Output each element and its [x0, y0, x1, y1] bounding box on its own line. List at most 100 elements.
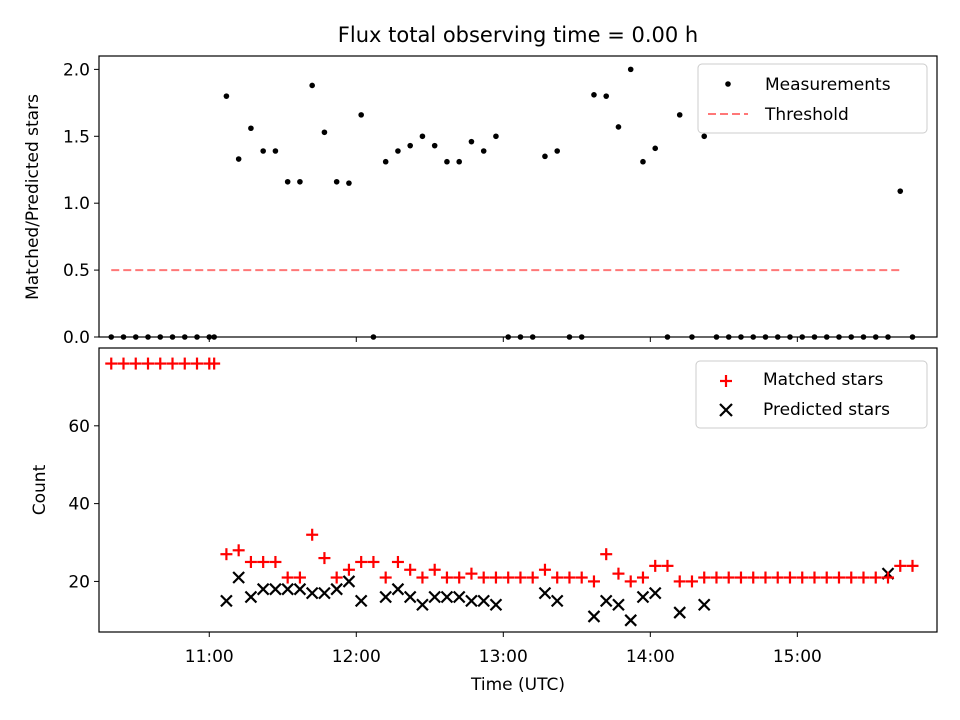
top-y-tick-label: 2.0 [63, 60, 90, 80]
bottom-y-axis-label: Count [30, 464, 50, 515]
measurement-point [145, 334, 151, 340]
predicted-star-point [220, 594, 233, 608]
matched-star-point [881, 571, 894, 584]
measurement-point [811, 334, 818, 340]
top-y-tick-label: 1.0 [63, 194, 90, 214]
matched-star-point [514, 571, 527, 584]
legend-measurements-marker [725, 81, 731, 87]
legend-threshold-label: Threshold [764, 105, 849, 125]
measurement-point [431, 142, 438, 149]
bottom-legend: Matched stars Predicted stars [695, 360, 928, 429]
measurement-point [652, 145, 659, 152]
predicted-star-point [293, 582, 307, 596]
matched-star-point [489, 571, 502, 584]
measurement-point [284, 178, 291, 185]
predicted-star-point [428, 590, 441, 604]
measurement-point [480, 148, 487, 154]
matched-star-point [318, 552, 331, 565]
predicted-star-point [648, 586, 662, 600]
measurement-point [872, 334, 879, 340]
matched-star-point [105, 357, 118, 370]
matched-star-point [129, 357, 142, 370]
predicted-star-point [489, 598, 503, 612]
matched-star-point [551, 571, 564, 584]
matched-star-point [894, 559, 907, 572]
matched-star-point [722, 571, 735, 584]
predicted-star-point [244, 590, 258, 604]
predicted-star-point [599, 594, 613, 608]
matched-star-point [796, 571, 809, 584]
predicted-star-point [416, 598, 429, 612]
bottom-legend-box [695, 360, 928, 429]
legend-measurements-label: Measurements [765, 75, 891, 95]
matched-star-point [698, 571, 711, 584]
measurement-point [823, 334, 830, 340]
measurement-point [750, 334, 757, 340]
measurement-point [909, 334, 916, 340]
measurement-point [248, 125, 254, 132]
predicted-star-point [550, 594, 564, 608]
top-panel: 0.00.51.01.52.0 Matched/Predicted stars … [23, 55, 938, 348]
predicted-star-point [330, 582, 343, 596]
measurement-point [542, 153, 548, 160]
predicted-star-point [440, 590, 454, 604]
bottom-axes-frame [98, 347, 938, 633]
matched-star-point [771, 571, 784, 584]
measurement-point [333, 178, 340, 185]
bottom-y-tick-label: 40 [68, 495, 90, 515]
predicted-star-point [624, 614, 637, 627]
measurement-point [640, 158, 646, 165]
matched-star-point [649, 559, 662, 572]
matched-star-point [306, 528, 319, 541]
predicted-star-point [465, 594, 478, 608]
measurement-point [132, 334, 139, 340]
measurement-point [309, 82, 315, 89]
matched-star-point [526, 571, 539, 584]
measurement-point [181, 334, 188, 340]
matched-star-point [330, 571, 343, 584]
matched-star-point [612, 567, 625, 580]
matched-star-point [759, 571, 772, 584]
measurement-point [272, 148, 279, 154]
predicted-star-point [673, 606, 686, 619]
predicted-star-point [318, 586, 331, 600]
bottom-x-axis-label: Time (UTC) [470, 675, 565, 695]
predicted-star-point [477, 594, 490, 608]
measurement-point [591, 92, 597, 98]
matched-star-point [783, 571, 796, 584]
top-x-ticks [208, 337, 798, 342]
measurement-point [664, 334, 671, 340]
bottom-x-ticks: 11:00 12:00 13:00 14:00 15:00 [185, 632, 822, 667]
chart-title: Flux total observing time = 0.00 h [338, 23, 698, 47]
matched-star-point [142, 357, 155, 370]
legend-predicted-marker [719, 403, 733, 417]
predicted-star-point [391, 582, 405, 596]
matched-star-point [154, 357, 167, 370]
matched-stars-series [105, 357, 919, 588]
predicted-stars-series [220, 567, 895, 627]
predicted-star-point [354, 594, 368, 608]
matched-star-point [673, 575, 686, 588]
predicted-star-point [612, 598, 625, 612]
bottom-x-tick-label: 14:00 [626, 647, 675, 667]
matched-star-point [587, 575, 600, 588]
measurement-point [444, 158, 450, 165]
matched-star-point [367, 555, 380, 568]
measurement-point [529, 334, 536, 340]
measurement-point [468, 138, 475, 145]
measurement-point [120, 334, 127, 340]
measurement-point [194, 334, 200, 340]
matched-star-point [232, 544, 245, 557]
measurement-point [358, 112, 364, 118]
matched-star-point [404, 563, 417, 576]
measurement-point [566, 334, 573, 340]
matched-star-point [906, 559, 919, 572]
matched-star-point [661, 559, 674, 572]
measurement-point [493, 133, 499, 140]
matched-star-point [281, 571, 294, 584]
matched-star-point [575, 571, 588, 584]
measurement-point [897, 188, 904, 194]
matched-star-point [600, 548, 613, 561]
matched-star-point [293, 571, 306, 584]
measurement-point [799, 334, 806, 340]
